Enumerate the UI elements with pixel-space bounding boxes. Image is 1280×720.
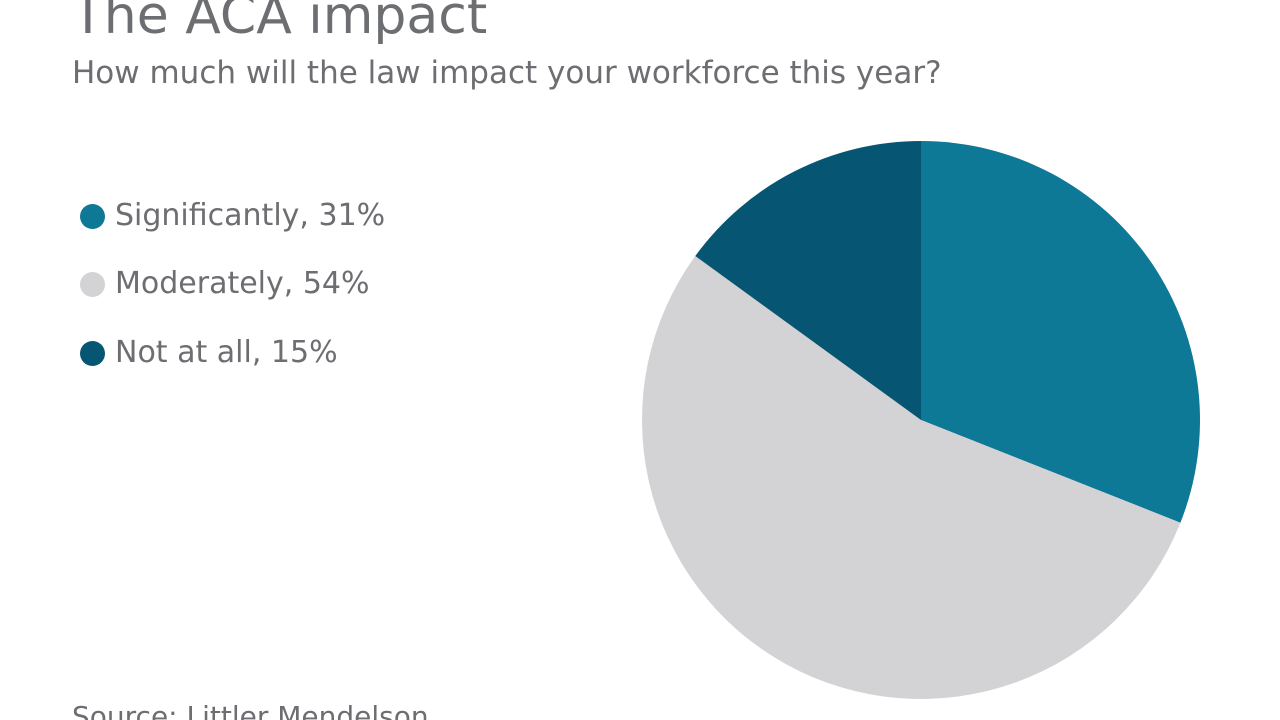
legend-label-not-at-all: Not at all, 15% xyxy=(115,335,338,370)
legend-item-not-at-all: Not at all, 15% xyxy=(80,333,338,373)
legend-label-significantly: Significantly, 31% xyxy=(115,198,386,233)
legend-swatch-moderately xyxy=(80,271,105,297)
source-note: Source: Littler Mendelson xyxy=(72,700,429,720)
pie-slice-moderately xyxy=(641,256,1181,700)
pie-slice-significantly xyxy=(921,141,1200,523)
legend-label-moderately: Moderately, 54% xyxy=(115,266,370,301)
legend-item-moderately: Moderately, 54% xyxy=(80,264,370,304)
legend-swatch-significantly xyxy=(80,203,105,229)
chart-subtitle: How much will the law impact your workfo… xyxy=(72,55,942,91)
pie-slice-not-at-all xyxy=(695,141,921,420)
legend-swatch-not-at-all xyxy=(80,340,105,366)
chart-title: The ACA impact xyxy=(72,0,488,46)
legend-item-significantly: Significantly, 31% xyxy=(80,196,385,236)
